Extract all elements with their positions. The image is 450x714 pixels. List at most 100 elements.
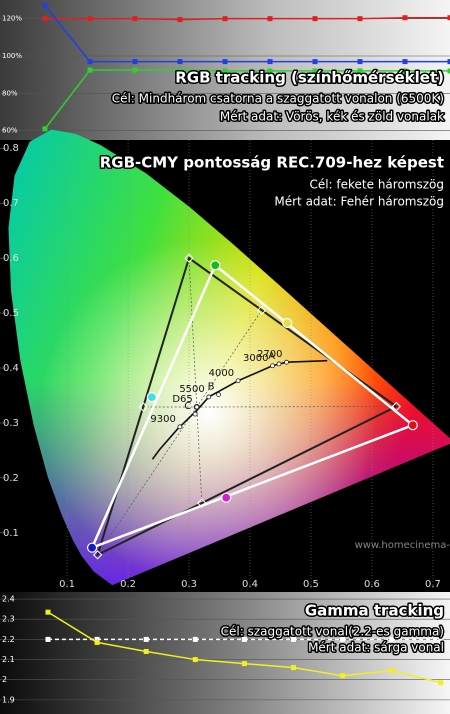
data-point [42,16,48,22]
data-point [222,59,228,65]
locus-marker [194,404,200,410]
target-point [92,550,103,560]
guide-line [196,407,203,504]
data-point [357,59,363,65]
y-tick-label: 0.4 [3,363,19,374]
y-tick-label: 2 [2,675,7,684]
measured-point [282,317,293,329]
locus-label: A [268,351,275,362]
measured-point [86,542,98,553]
data-point [87,59,93,65]
measured-point [210,260,221,271]
target-point [184,253,194,263]
measured-note: Mért adat: sárga vonal [308,641,444,655]
data-point [267,16,273,22]
data-point [94,639,100,645]
y-tick-label: 2.4 [2,595,15,604]
data-point [94,636,100,642]
locus-label: 5500 [179,384,204,395]
data-point [447,15,450,21]
data-point [177,59,183,65]
y-tick-label: 60% [2,127,18,135]
data-point [357,68,363,74]
y-tick-label: 0.7 [3,198,19,209]
locus-label: 2700 [257,349,282,360]
data-point [132,16,138,22]
y-tick-label: 100% [2,52,22,60]
data-point [45,609,51,615]
data-point [87,67,93,73]
y-tick-label: 0.5 [3,308,19,319]
y-tick-label: 0.3 [3,418,19,429]
data-point [340,636,346,642]
guide-line [196,406,397,408]
locus-label: 4000 [209,368,234,379]
data-point [402,59,408,65]
data-point [340,673,346,679]
data-point [192,657,198,663]
target-note: Cél: szaggatott vonal(2.2-es gamma) [221,625,444,639]
data-point [447,59,450,65]
panel-title: Gamma tracking [305,602,444,620]
guide-line [97,406,198,556]
series-line [44,69,450,130]
y-tick-label: 2.3 [2,615,15,624]
data-point [45,636,51,642]
x-tick-label: 0.6 [364,579,380,590]
locus-marker [177,424,183,430]
y-tick-label: 0.6 [3,253,19,264]
data-point [132,59,138,65]
y-tick-label: 2.1 [2,655,15,664]
data-point [438,636,444,642]
data-point [222,16,228,22]
x-tick-label: 0.5 [303,579,319,590]
gamma-panel [0,592,450,714]
data-point [402,68,408,74]
locus-label: 9300 [150,414,175,425]
data-point [389,636,395,642]
data-point [312,16,318,22]
data-point [132,67,138,73]
data-point [402,15,408,21]
measured-note: Mért adat: Fehér háromszög [274,195,444,209]
data-point [222,68,228,74]
data-point [241,661,247,667]
x-tick-label: 0.1 [59,579,75,590]
data-point [267,68,273,74]
target-triangle [95,256,399,557]
measured-note: Mért adat: Vörös, kék és zöld vonalak [220,110,444,124]
locus-marker [206,394,212,400]
y-tick-label: 80% [2,89,18,97]
series-line [44,5,450,63]
locus-marker [270,363,275,369]
data-point [291,665,296,671]
guide-line [196,310,262,408]
target-note: Cél: fekete háromszög [309,178,444,192]
locus-marker [216,392,221,398]
y-tick-label: 2.2 [2,635,15,644]
data-point [177,17,183,23]
target-point [391,401,402,412]
watermark: www.homecinema- [355,540,450,551]
target-point [138,402,149,412]
y-tick-label: 120% [2,15,22,23]
locus-marker [276,361,282,367]
locus-marker [235,378,241,384]
locus-label: 3000 [243,353,268,364]
panel-title: RGB-CMY pontosság REC.709-hez képest [100,154,444,172]
measured-point [407,420,418,431]
locus-label: C [184,401,191,412]
measured-triangle [89,263,416,550]
data-point [143,648,149,654]
target-note: Cél: Mindhárom csatorna a szaggatott von… [112,92,444,106]
data-point [312,59,318,65]
locus-label: D65 [172,394,192,405]
y-tick-label: 1.9 [2,695,15,704]
x-tick-label: 0.2 [120,579,136,590]
data-point [447,68,450,74]
data-point [143,636,149,642]
locus-marker [284,359,289,365]
x-tick-label: 0.3 [181,579,197,590]
panel-title: RGB tracking (színhőmérséklet) [175,69,444,87]
